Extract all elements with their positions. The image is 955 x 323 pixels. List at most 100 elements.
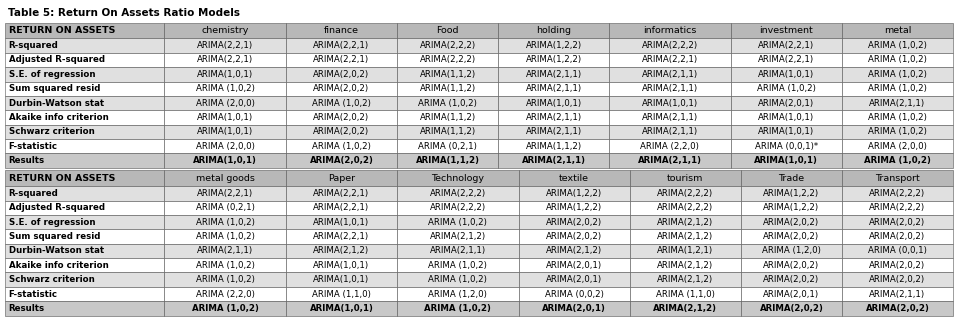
Bar [842, 153, 953, 168]
Bar [164, 53, 286, 67]
Bar [741, 272, 842, 287]
Text: ARIMA(1,0,1): ARIMA(1,0,1) [197, 113, 253, 122]
Text: R-squared: R-squared [9, 189, 58, 198]
Text: ARIMA(2,1,2): ARIMA(2,1,2) [653, 304, 717, 313]
Text: ARIMA(1,2,2): ARIMA(1,2,2) [525, 56, 582, 65]
Bar [519, 244, 629, 258]
Bar [286, 81, 397, 96]
Bar [498, 81, 609, 96]
Bar [164, 96, 286, 110]
Bar [741, 287, 842, 301]
Text: ARIMA (2,0,0): ARIMA (2,0,0) [196, 142, 255, 151]
Bar [5, 153, 164, 168]
Text: Technology: Technology [432, 174, 484, 183]
Text: ARIMA(1,2,2): ARIMA(1,2,2) [546, 189, 603, 198]
Text: ARIMA (1,0,2): ARIMA (1,0,2) [868, 84, 927, 93]
Bar [731, 153, 842, 168]
Text: ARIMA(2,2,1): ARIMA(2,2,1) [197, 56, 253, 65]
Text: ARIMA(1,2,2): ARIMA(1,2,2) [763, 189, 819, 198]
Text: ARIMA(2,1,2): ARIMA(2,1,2) [430, 232, 486, 241]
Text: ARIMA(2,1,1): ARIMA(2,1,1) [525, 113, 582, 122]
Bar [5, 23, 164, 38]
Text: textile: textile [560, 174, 589, 183]
Bar [286, 301, 397, 316]
Text: ARIMA(2,2,2): ARIMA(2,2,2) [430, 203, 486, 212]
Text: ARIMA (1,0,2): ARIMA (1,0,2) [424, 304, 491, 313]
Bar [397, 258, 519, 272]
Bar [5, 96, 164, 110]
Text: ARIMA(2,2,1): ARIMA(2,2,1) [313, 56, 370, 65]
Bar [397, 53, 498, 67]
Text: ARIMA(1,0,1): ARIMA(1,0,1) [197, 127, 253, 136]
Text: Table 5: Return On Assets Ratio Models: Table 5: Return On Assets Ratio Models [8, 8, 240, 18]
Bar [741, 229, 842, 244]
Bar [5, 272, 164, 287]
Text: ARIMA(2,1,2): ARIMA(2,1,2) [657, 275, 713, 284]
Bar [5, 110, 164, 125]
Bar [5, 229, 164, 244]
Text: ARIMA (1,2,0): ARIMA (1,2,0) [762, 246, 821, 255]
Text: ARIMA (1,0,2): ARIMA (1,0,2) [429, 275, 487, 284]
Bar [741, 301, 842, 316]
Bar [286, 201, 397, 215]
Text: ARIMA (1,0,2): ARIMA (1,0,2) [196, 261, 255, 270]
Bar [5, 301, 164, 316]
Bar [397, 125, 498, 139]
Text: ARIMA(2,2,2): ARIMA(2,2,2) [869, 189, 925, 198]
Bar [164, 215, 286, 229]
Text: ARIMA(2,1,1): ARIMA(2,1,1) [525, 127, 582, 136]
Bar [609, 81, 731, 96]
Text: ARIMA(1,0,1): ARIMA(1,0,1) [193, 156, 257, 165]
Bar [519, 272, 629, 287]
Bar [498, 153, 609, 168]
Bar [609, 53, 731, 67]
Text: ARIMA(2,0,2): ARIMA(2,0,2) [759, 304, 823, 313]
Text: ARIMA (1,0,2): ARIMA (1,0,2) [868, 41, 927, 50]
Text: ARIMA (1,0,2): ARIMA (1,0,2) [868, 127, 927, 136]
Bar [519, 229, 629, 244]
Text: ARIMA (1,0,2): ARIMA (1,0,2) [429, 261, 487, 270]
Text: ARIMA(1,0,1): ARIMA(1,0,1) [313, 261, 370, 270]
Bar [286, 215, 397, 229]
Bar [397, 244, 519, 258]
Bar [286, 170, 397, 186]
Bar [164, 287, 286, 301]
Bar [498, 23, 609, 38]
Bar [498, 38, 609, 53]
Bar [842, 23, 953, 38]
Text: ARIMA (1,0,2): ARIMA (1,0,2) [418, 99, 477, 108]
Bar [629, 201, 741, 215]
Text: F-statistic: F-statistic [9, 289, 57, 298]
Text: Paper: Paper [328, 174, 355, 183]
Text: Transport: Transport [875, 174, 920, 183]
Text: ARIMA(2,2,1): ARIMA(2,2,1) [313, 232, 370, 241]
Bar [164, 186, 286, 201]
Bar [498, 67, 609, 81]
Text: Sum squared resid: Sum squared resid [9, 84, 100, 93]
Text: ARIMA(2,2,1): ARIMA(2,2,1) [758, 56, 815, 65]
Bar [5, 125, 164, 139]
Bar [397, 96, 498, 110]
Bar [609, 38, 731, 53]
Text: ARIMA (0,0,2): ARIMA (0,0,2) [544, 289, 604, 298]
Bar [5, 201, 164, 215]
Bar [397, 215, 519, 229]
Bar [741, 244, 842, 258]
Text: ARIMA(1,1,2): ARIMA(1,1,2) [419, 70, 476, 79]
Text: ARIMA(2,1,2): ARIMA(2,1,2) [546, 246, 603, 255]
Bar [286, 153, 397, 168]
Text: ARIMA(2,0,1): ARIMA(2,0,1) [542, 304, 606, 313]
Bar [164, 38, 286, 53]
Text: ARIMA (1,0,2): ARIMA (1,0,2) [196, 275, 255, 284]
Text: ARIMA(1,0,1): ARIMA(1,0,1) [313, 275, 370, 284]
Text: ARIMA (1,0,2): ARIMA (1,0,2) [868, 70, 927, 79]
Bar [842, 201, 953, 215]
Text: ARIMA(2,2,2): ARIMA(2,2,2) [657, 203, 713, 212]
Text: ARIMA(2,0,2): ARIMA(2,0,2) [865, 304, 929, 313]
Bar [842, 110, 953, 125]
Bar [731, 53, 842, 67]
Text: ARIMA (0,0,1): ARIMA (0,0,1) [868, 246, 927, 255]
Bar [397, 81, 498, 96]
Bar [629, 170, 741, 186]
Text: ARIMA(2,1,2): ARIMA(2,1,2) [657, 218, 713, 227]
